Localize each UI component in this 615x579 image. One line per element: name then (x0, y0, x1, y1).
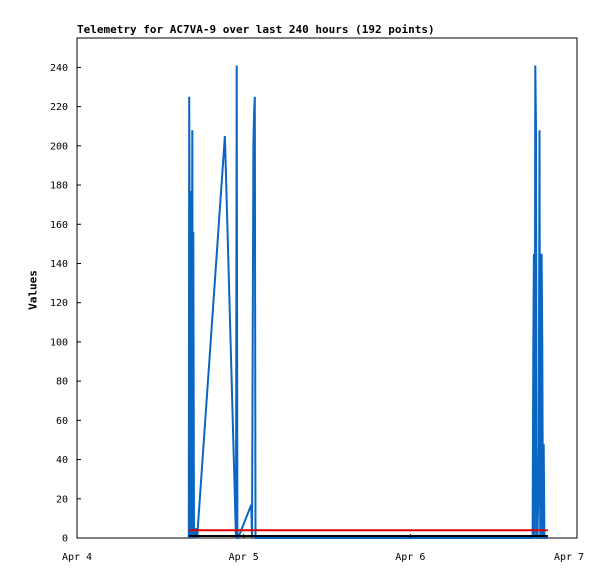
chart-title: Telemetry for AC7VA-9 over last 240 hour… (77, 23, 435, 36)
y-tick-label: 220 (50, 102, 68, 113)
y-tick-label: 180 (50, 181, 68, 192)
x-tick-label: Apr 6 (395, 552, 425, 563)
y-tick-label: 100 (50, 337, 68, 348)
x-tick-label: Apr 4 (62, 552, 92, 563)
series-line-0 (187, 65, 548, 539)
x-tick-label: Apr 7 (554, 552, 584, 563)
y-tick-label: 120 (50, 298, 68, 309)
x-tick-group: Apr 4 Apr 5 Apr 6 Apr 7 (62, 534, 584, 563)
y-tick-label: 200 (50, 141, 68, 152)
y-tick-label: 60 (56, 416, 68, 427)
x-tick-label: Apr 5 (229, 552, 259, 563)
y-tick-group: 0 20 40 60 80 100 120 140 160 180 200 220 240 (50, 63, 81, 545)
plot-frame (76, 37, 578, 539)
y-tick-label: 140 (50, 259, 68, 270)
y-tick-label: 40 (56, 455, 68, 466)
y-tick-label: 240 (50, 63, 68, 74)
series-layer (187, 65, 548, 539)
y-tick-label: 20 (56, 494, 68, 505)
y-tick-label: 80 (56, 377, 68, 388)
y-tick-label: 0 (62, 534, 68, 545)
y-tick-label: 160 (50, 220, 68, 231)
